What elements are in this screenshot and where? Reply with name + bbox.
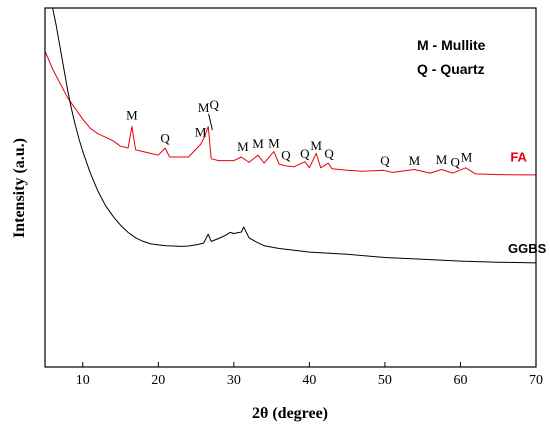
x-axis-label: 2θ (degree) — [252, 405, 328, 422]
peak-label-mullite: M — [268, 135, 280, 150]
y-axis-label: Intensity (a.u.) — [11, 138, 28, 238]
x-tick-label: 40 — [302, 373, 316, 388]
peak-label-quartz: Q — [450, 155, 460, 170]
peak-label-quartz: Q — [300, 146, 310, 161]
series-layer — [45, 8, 536, 264]
peak-label-mullite: M — [237, 139, 249, 154]
peak-label-quartz: Q — [324, 146, 334, 161]
x-tick-label: 50 — [378, 373, 392, 388]
peak-label-mullite: M — [252, 136, 264, 151]
series-label-ggbs: GGBS — [508, 241, 547, 256]
peak-label-mullite: M — [436, 152, 448, 167]
legend-mullite: M - Mullite — [417, 37, 486, 53]
x-tick-label: 30 — [227, 373, 241, 388]
series-labels: FA GGBS — [508, 150, 547, 256]
peak-label-quartz: Q — [380, 153, 390, 168]
plot-frame — [44, 7, 537, 368]
peak-label-mullite: M — [461, 150, 473, 165]
peak-annotations: MQ MM QM M MQ QMQ Q M M Q M — [126, 97, 473, 169]
peak-label-mullite: M — [198, 100, 210, 115]
plot-area — [45, 8, 536, 264]
peak-label-quartz: Q — [281, 147, 291, 162]
peak-label-mullite: M — [126, 107, 138, 122]
x-tick-label: 60 — [453, 373, 467, 388]
legend-quartz: Q - Quartz — [417, 61, 485, 77]
peak-label-mullite: M — [310, 138, 322, 153]
peak-label-quartz: Q — [160, 131, 170, 146]
peak-label-mullite: M — [409, 153, 421, 168]
x-tick-label: 10 — [76, 373, 90, 388]
series-label-fa: FA — [510, 150, 527, 165]
x-tick-label: 70 — [529, 373, 543, 388]
series-line-ggbs — [52, 8, 536, 264]
peak-label-quartz: Q — [210, 97, 220, 112]
x-axis-ticks: 10 20 30 40 50 60 70 — [76, 362, 543, 388]
peak-label-mullite: M — [195, 125, 207, 140]
x-tick-label: 20 — [151, 373, 165, 388]
peak-arrow — [208, 113, 213, 131]
series-line-fa — [45, 50, 536, 176]
